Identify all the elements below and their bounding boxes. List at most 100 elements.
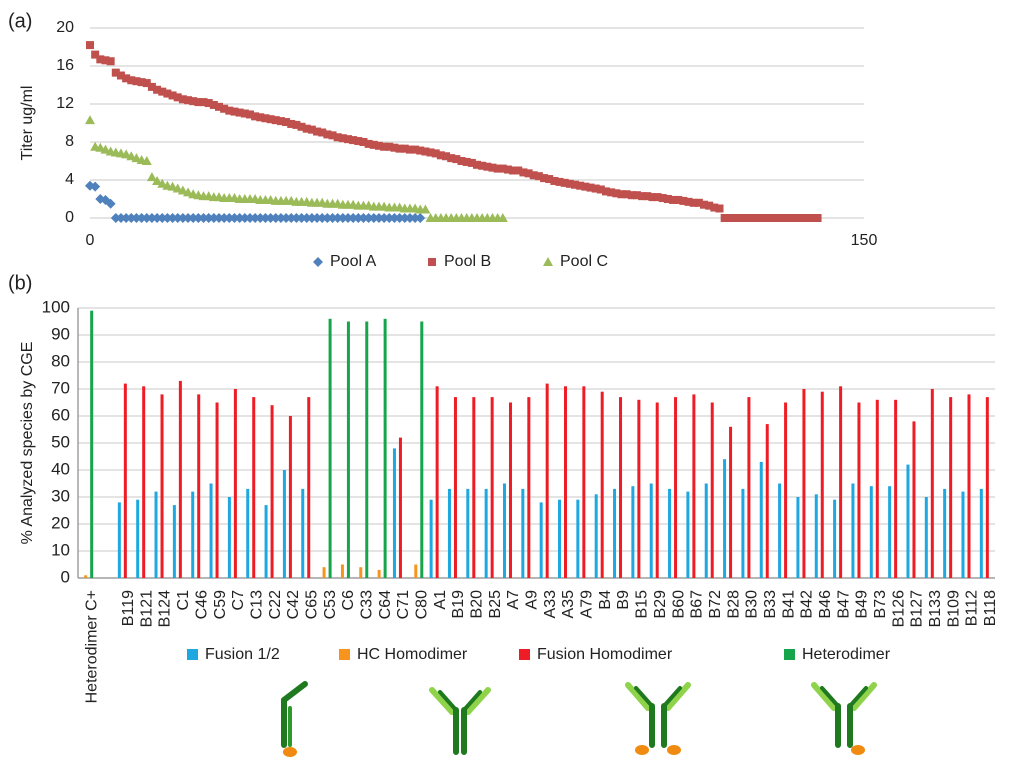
bar (821, 392, 824, 578)
bar (760, 462, 763, 578)
bar (179, 381, 182, 578)
x-tick-label: B127 (909, 590, 926, 627)
bar (485, 489, 488, 578)
bar (527, 397, 530, 578)
legend-marker (313, 257, 323, 267)
bar (943, 489, 946, 578)
bar (686, 492, 689, 578)
legend-marker (543, 257, 553, 266)
legend-swatch (339, 649, 350, 660)
bar (833, 500, 836, 578)
bar (289, 416, 292, 578)
y-tick-label: 12 (56, 95, 74, 112)
bar (265, 505, 268, 578)
y-tick-label: 8 (65, 133, 74, 150)
x-tick-label: B9 (615, 590, 632, 610)
x-tick-label: C59 (212, 590, 229, 619)
bar (430, 500, 433, 578)
scatter-point (86, 41, 94, 49)
bar (888, 486, 891, 578)
bar (124, 384, 127, 578)
y-tick-label: 50 (51, 432, 70, 451)
bar (246, 489, 249, 578)
y-tick-label: 30 (51, 486, 70, 505)
bar (323, 567, 326, 578)
bar (234, 389, 237, 578)
y-tick-label: 16 (56, 57, 74, 74)
x-tick-label: B47 (835, 590, 852, 619)
bar (558, 500, 561, 578)
bar (619, 397, 622, 578)
y-tick-label: 20 (56, 19, 74, 36)
bar (136, 500, 139, 578)
y-axis-title: Titer ug/ml (19, 86, 36, 161)
x-tick-label: A7 (505, 590, 522, 610)
x-tick-label: C71 (395, 590, 412, 619)
bar (839, 386, 842, 578)
x-tick-label: B33 (762, 590, 779, 619)
x-tick-label: A33 (542, 590, 559, 619)
y-axis-title: % Analyzed species by CGE (19, 342, 36, 545)
bar (393, 448, 396, 578)
y-tick-label: 40 (51, 459, 70, 478)
x-tick-label: C6 (340, 590, 357, 611)
x-tick-label: 150 (851, 232, 878, 249)
x-tick-label: A9 (524, 590, 541, 610)
bar (564, 386, 567, 578)
bar (436, 386, 439, 578)
bar (365, 322, 368, 579)
y-tick-label: 100 (42, 297, 70, 316)
figure: (a)Titer ug/ml0481216200150Pool APool BP… (0, 0, 1009, 760)
x-tick-label: B67 (689, 590, 706, 619)
x-tick-label: B29 (652, 590, 669, 619)
bar (576, 500, 579, 578)
bar (448, 489, 451, 578)
bar (961, 492, 964, 578)
x-tick-label: 0 (86, 232, 95, 249)
bar (329, 319, 332, 578)
legend-label: Pool C (560, 253, 608, 270)
bar (90, 311, 93, 578)
x-tick-label: B112 (964, 590, 981, 626)
x-tick-label: B133 (927, 590, 944, 627)
bar (228, 497, 231, 578)
bar (949, 397, 952, 578)
bar (931, 389, 934, 578)
bar (454, 397, 457, 578)
bar (399, 438, 402, 578)
x-tick-label: B121 (138, 590, 155, 627)
bar (711, 403, 714, 579)
legend-swatch (784, 649, 795, 660)
bar (341, 565, 344, 579)
x-tick-label: B25 (487, 590, 504, 619)
bar (656, 403, 659, 579)
bar (210, 484, 213, 579)
bar (802, 389, 805, 578)
x-tick-label: B109 (945, 590, 962, 627)
legend-label: Pool B (444, 253, 491, 270)
x-tick-label: A35 (560, 590, 577, 619)
bar (252, 397, 255, 578)
x-tick-label: B119 (120, 590, 137, 626)
bar (796, 497, 799, 578)
bar (668, 489, 671, 578)
scatter-point (716, 205, 724, 213)
bar (912, 421, 915, 578)
bar (414, 565, 417, 579)
x-tick-label: B20 (469, 590, 486, 619)
legend-swatch (519, 649, 530, 660)
y-tick-label: 60 (51, 405, 70, 424)
bar (84, 575, 87, 578)
x-tick-label: B30 (744, 590, 761, 619)
bar (815, 494, 818, 578)
bar (851, 484, 854, 579)
icon-fusion-homodimer (628, 685, 688, 755)
bar (509, 403, 512, 579)
bar (191, 492, 194, 578)
bar (692, 394, 695, 578)
legend-marker (428, 258, 436, 266)
bar (876, 400, 879, 578)
bar (894, 400, 897, 578)
bar (705, 484, 708, 579)
bar (650, 484, 653, 579)
